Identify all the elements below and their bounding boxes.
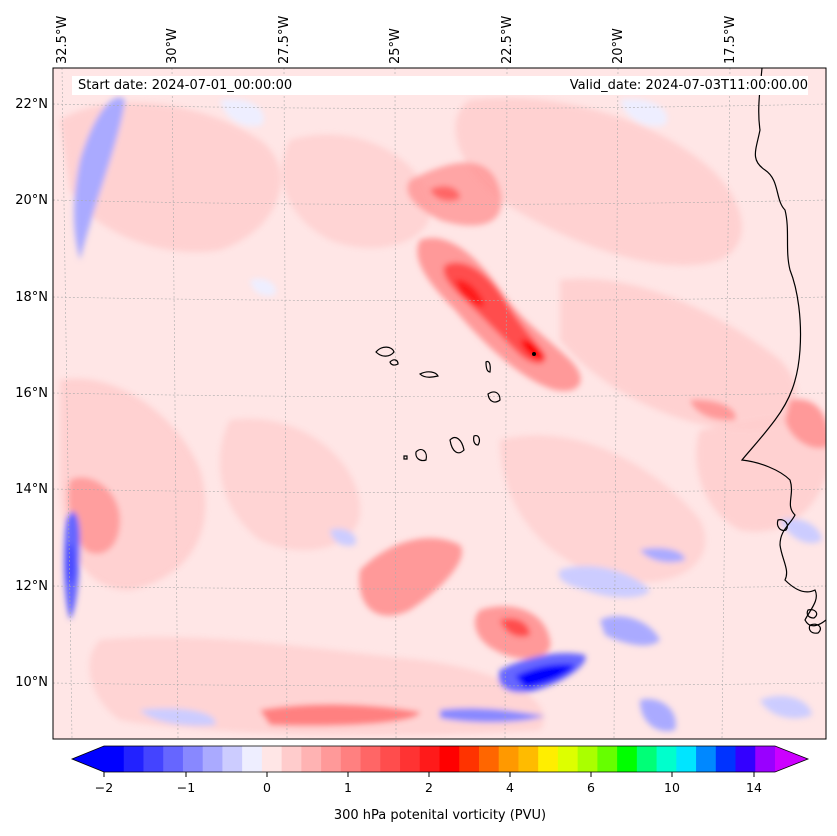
- pv-max-marker: [532, 352, 536, 356]
- colorbar-swatch: [340, 746, 362, 772]
- colorbar-swatch: [242, 746, 263, 772]
- lat-label: 22°N: [15, 97, 48, 112]
- colorbar-swatch: [419, 746, 440, 772]
- colorbar-tick-label: 0: [263, 780, 271, 795]
- colorbar-tick-label: 4: [506, 780, 514, 795]
- colorbar-swatch: [439, 746, 460, 772]
- lat-label: 18°N: [15, 290, 48, 305]
- colorbar-tick-label: 1: [344, 780, 352, 795]
- colorbar-swatch: [301, 746, 322, 772]
- coastline: [375, 68, 826, 634]
- colorbar-swatch: [597, 746, 618, 772]
- colorbar-swatch: [400, 746, 421, 772]
- colorbar-swatch: [636, 746, 658, 772]
- colorbar-swatch: [163, 746, 184, 772]
- colorbar-swatch: [380, 746, 401, 772]
- colorbar-swatch: [735, 746, 756, 772]
- colorbar-tick-label: 14: [746, 780, 762, 795]
- colorbar-swatch: [498, 746, 519, 772]
- colorbar-swatch: [715, 746, 737, 772]
- colorbar-swatch: [478, 746, 500, 772]
- colorbar-tick-label: −2: [94, 780, 114, 795]
- colorbar-swatch: [281, 746, 302, 772]
- colorbar-swatch: [182, 746, 204, 772]
- colorbar-swatch: [676, 746, 697, 772]
- lat-label: 20°N: [15, 193, 48, 208]
- colorbar-swatch: [360, 746, 381, 772]
- colorbar-tick-label: 6: [587, 780, 595, 795]
- colorbar-swatch: [538, 746, 559, 772]
- map-frame: [52, 67, 827, 740]
- colorbar-swatch: [202, 746, 223, 772]
- colorbar-swatch: [261, 746, 283, 772]
- lat-label: 12°N: [15, 579, 48, 594]
- colorbar-swatch: [557, 746, 579, 772]
- lat-label: 14°N: [15, 482, 48, 497]
- colorbar-swatch: [321, 746, 342, 772]
- colorbar-swatch: [104, 746, 125, 772]
- colorbar-swatch: [696, 746, 717, 772]
- start-date-label: Start date: 2024-07-01_00:00:00: [72, 76, 546, 95]
- colorbar-swatch: [577, 746, 598, 772]
- colorbar-extend-min: [72, 746, 104, 772]
- colorbar-swatch: [143, 746, 164, 772]
- colorbar-tick-label: −1: [176, 780, 196, 795]
- colorbar-extend-max: [775, 746, 808, 772]
- lat-label: 16°N: [15, 386, 48, 401]
- pv-field: [60, 97, 826, 736]
- lat-label: 10°N: [15, 675, 48, 690]
- colorbar-swatch: [755, 746, 776, 772]
- colorbar-swatch: [518, 746, 539, 772]
- colorbar-tick-label: 2: [425, 780, 433, 795]
- valid-date-label: Valid_date: 2024-07-03T11:00:00.00: [540, 76, 808, 95]
- colorbar-swatch: [222, 746, 243, 772]
- colorbar-swatch: [656, 746, 677, 772]
- colorbar-tick-label: 10: [664, 780, 680, 795]
- colorbar-swatch: [123, 746, 144, 772]
- colorbar-swatch: [617, 746, 638, 772]
- colorbar-title: 300 hPa potenital vorticity (PVU): [333, 808, 547, 823]
- colorbar-swatch: [459, 746, 480, 772]
